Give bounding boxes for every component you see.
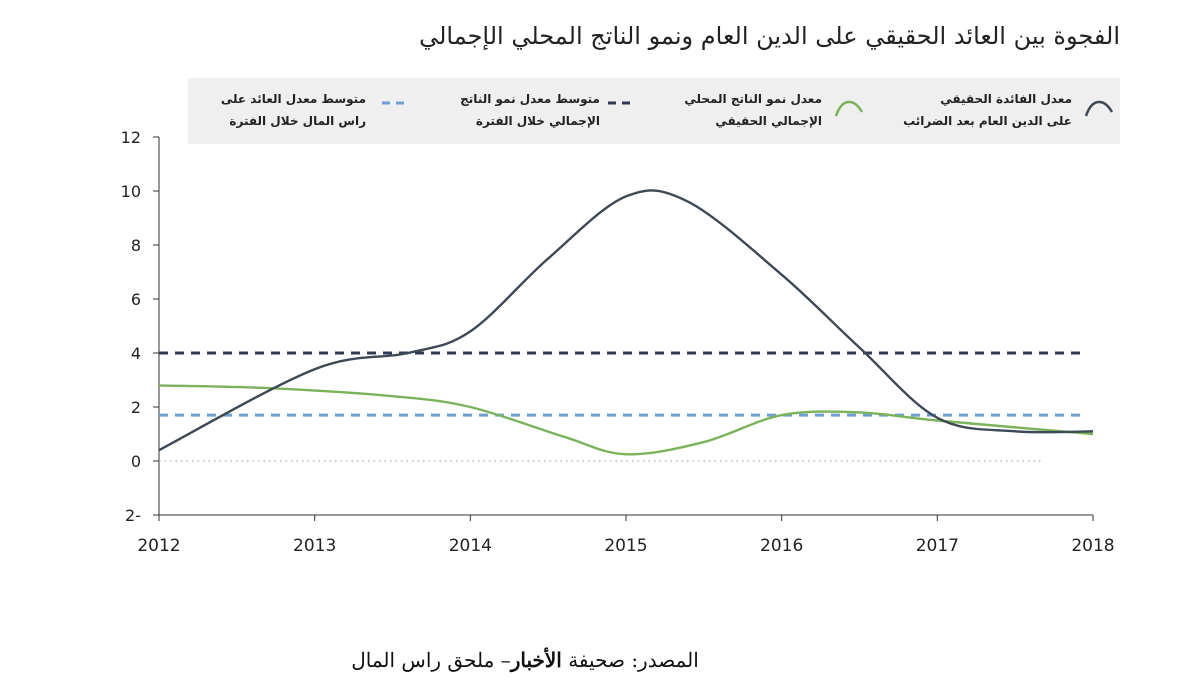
- source-caption: المصدر: صحيفة الأخبار– ملحق راس المال: [290, 648, 760, 672]
- legend-swatch-gdp: [834, 100, 864, 117]
- legend-label-avg-gdp: متوسط معدل نمو الناتج الإجمالي خلال الفت…: [460, 92, 600, 128]
- y-tick-label: 2-: [125, 506, 141, 525]
- legend-swatch-avg-gdp: [608, 101, 636, 105]
- source-prefix: المصدر: صحيفة: [568, 648, 699, 672]
- y-tick-label: 4: [131, 344, 141, 363]
- y-tick-label: 12: [121, 128, 141, 147]
- series-interest-line: [158, 189, 1094, 452]
- x-tick-label: 2016: [760, 536, 803, 556]
- x-tick-label: 2013: [293, 536, 336, 556]
- y-tick-label: 8: [131, 236, 141, 255]
- chart-title: الفجوة بين العائد الحقيقي على الدين العا…: [419, 22, 1120, 50]
- y-tick-label: 10: [121, 182, 141, 201]
- series-gdp-line: [158, 384, 1094, 456]
- legend-label-interest: معدل الفائدة الحقيقي على الدين العام بعد…: [903, 92, 1072, 128]
- source-suffix: – ملحق راس المال: [351, 648, 511, 672]
- y-tick-label: 6: [131, 290, 141, 309]
- x-tick-label: 2015: [604, 536, 647, 556]
- y-tick-label: 2: [131, 398, 141, 417]
- source-publication: الأخبار: [510, 648, 562, 672]
- x-tick-label: 2014: [449, 536, 492, 556]
- legend-swatch-avg-return: [382, 101, 410, 105]
- legend-swatch-interest: [1084, 100, 1114, 117]
- x-tick-label: 2018: [1071, 536, 1114, 556]
- legend-label-avg-return: متوسط معدل العائد على راس المال خلال الف…: [220, 92, 366, 128]
- x-tick-label: 2012: [137, 536, 180, 556]
- legend-label-gdp: معدل نمو الناتج المحلي الإجمالي الحقيقي: [684, 92, 822, 128]
- y-tick-label: 0: [131, 452, 141, 471]
- legend: معدل الفائدة الحقيقي على الدين العام بعد…: [188, 78, 1120, 144]
- x-tick-label: 2017: [916, 536, 959, 556]
